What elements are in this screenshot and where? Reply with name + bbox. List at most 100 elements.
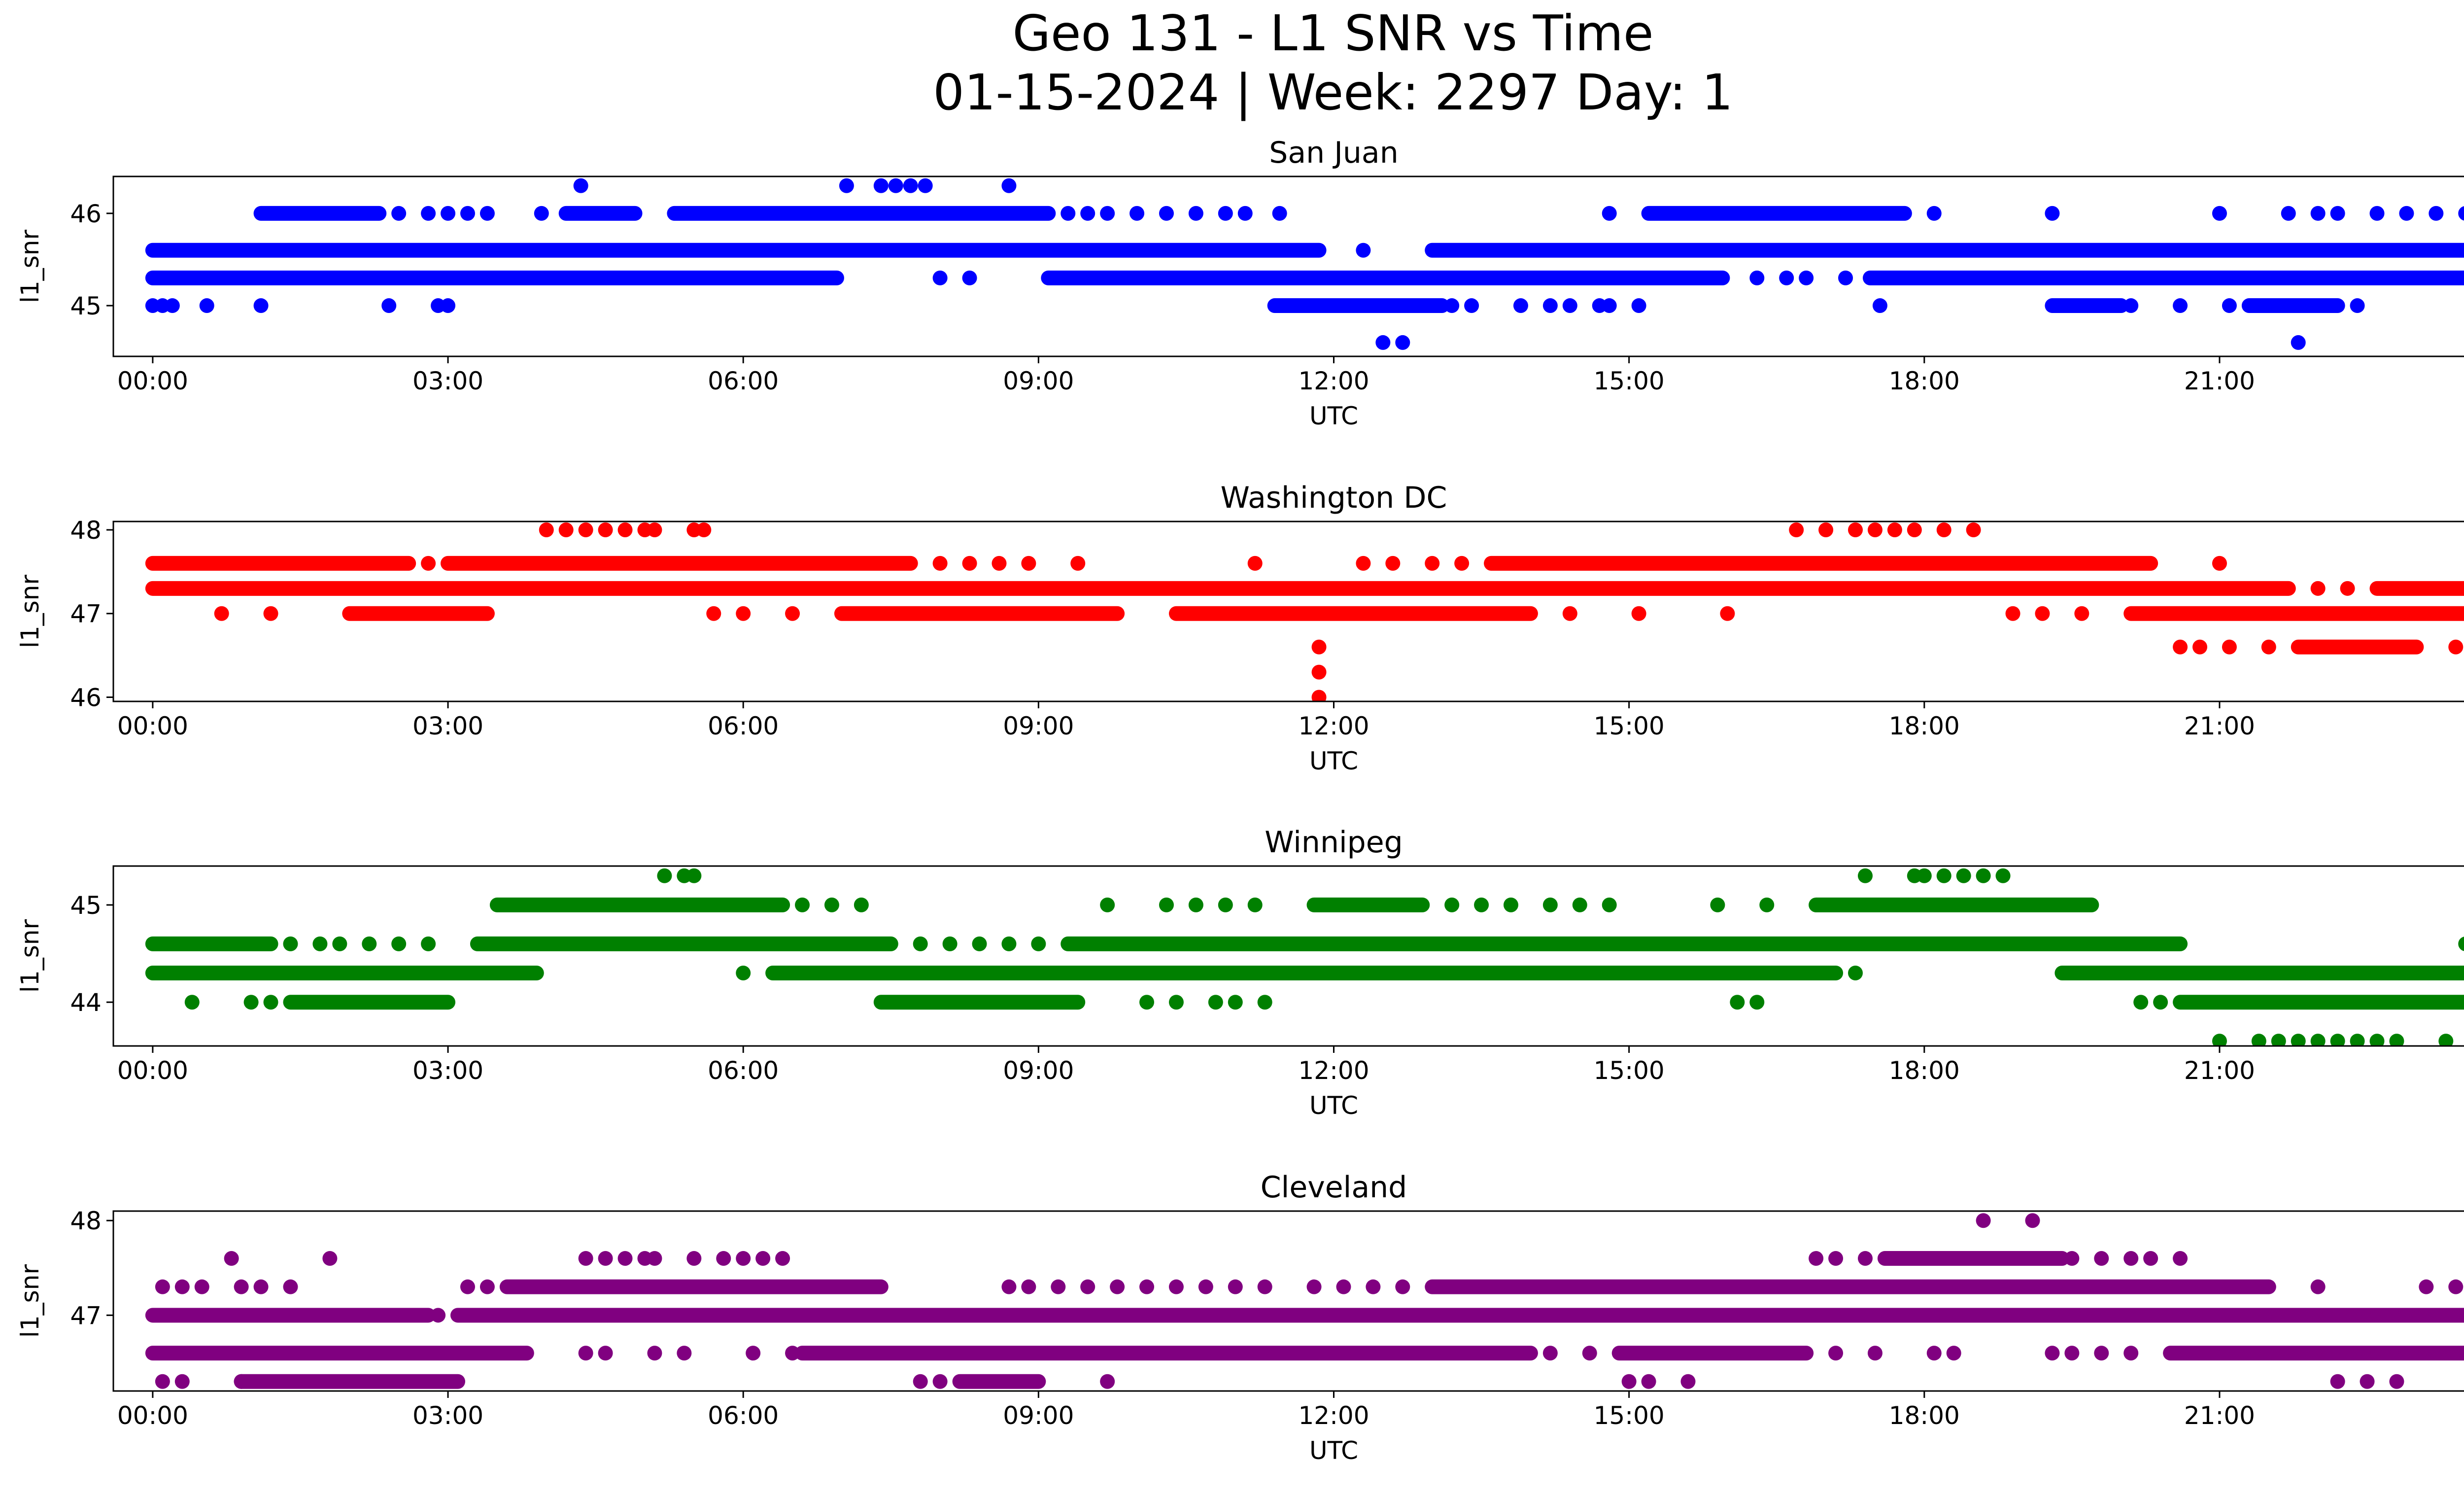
scatter-point (479, 1279, 495, 1294)
scatter-point (2458, 206, 2464, 221)
scatter-point (1061, 206, 1076, 221)
scatter-point (362, 936, 377, 951)
scatter-point (716, 1251, 731, 1266)
scatter-point (2310, 1279, 2326, 1294)
scatter-point (932, 556, 948, 571)
scatter-point (1926, 1346, 1942, 1361)
scatter-point (1444, 298, 1460, 313)
scatter-point (1631, 298, 1646, 313)
scatter-point (1159, 206, 1174, 221)
scatter-point (1946, 1346, 1961, 1361)
scatter-point (888, 178, 903, 193)
scatter-point (706, 606, 721, 621)
scatter-point (2291, 335, 2306, 350)
x-axis-label: UTC (1309, 747, 1358, 775)
y-axis-label: l1_snr (16, 919, 44, 993)
x-tick-label: 09:00 (1003, 712, 1074, 740)
scatter-point (1464, 298, 1479, 313)
scatter-point (1995, 868, 2011, 883)
scatter-point (1503, 897, 1518, 912)
scatter-point (1247, 556, 1263, 571)
scatter-point (839, 178, 854, 193)
scatter-point (913, 1374, 928, 1389)
x-axis-label: UTC (1309, 402, 1358, 430)
scatter-point (1139, 1279, 1155, 1294)
scatter-point (1872, 298, 1887, 313)
scatter-point (283, 1279, 298, 1294)
scatter-point (2310, 581, 2326, 596)
scatter-point (1966, 522, 1981, 537)
scatter-point (174, 1374, 190, 1389)
x-tick-label: 03:00 (412, 1401, 483, 1430)
x-tick-label: 18:00 (1889, 367, 1960, 395)
scatter-point (1385, 556, 1401, 571)
scatter-point (785, 1346, 800, 1361)
scatter-point (391, 206, 407, 221)
scatter-point (421, 936, 436, 951)
scatter-point (2212, 1034, 2227, 1046)
scatter-point (243, 995, 259, 1010)
scatter-point (1562, 298, 1577, 313)
scatter-point (2310, 206, 2326, 221)
scatter-point (1710, 897, 1725, 912)
scatter-point (234, 1279, 249, 1294)
scatter-point (1311, 664, 1327, 680)
scatter-point (1228, 995, 1243, 1010)
scatter-point (647, 1346, 662, 1361)
scatter-point (2281, 206, 2296, 221)
scatter-point (1001, 178, 1017, 193)
scatter-point (1848, 522, 1863, 537)
scatter-point (736, 966, 751, 981)
scatter-point (1306, 1279, 1322, 1294)
scatter-point (1857, 1251, 1873, 1266)
scatter-point (962, 556, 977, 571)
y-tick-label: 46 (70, 684, 102, 712)
x-tick-label: 06:00 (708, 367, 779, 395)
scatter-point (174, 1279, 190, 1294)
x-tick-label: 03:00 (412, 367, 483, 395)
scatter-point (2330, 206, 2345, 221)
scatter-point (2064, 1346, 2080, 1361)
scatter-point (2045, 1346, 2060, 1361)
x-tick-label: 15:00 (1594, 367, 1665, 395)
scatter-point (1168, 1279, 1184, 1294)
scatter-point (165, 298, 180, 313)
y-tick-label: 44 (70, 988, 102, 1017)
scatter-point (2064, 1251, 2080, 1266)
scatter-point (657, 868, 672, 883)
scatter-point (1838, 270, 1853, 285)
scatter-point (421, 556, 436, 571)
scatter-point (1828, 1346, 1844, 1361)
scatter-point (1680, 1374, 1696, 1389)
x-tick-label: 15:00 (1594, 712, 1665, 740)
scatter-point (677, 1346, 692, 1361)
scatter-point (1336, 1279, 1351, 1294)
scatter-points (145, 522, 2464, 701)
y-axis-label: l1_snr (16, 230, 44, 303)
scatter-point (2212, 206, 2227, 221)
scatter-point (421, 206, 436, 221)
scatter-point (263, 995, 278, 1010)
scatter-point (1916, 868, 1932, 883)
scatter-point (234, 1374, 249, 1389)
scatter-point (1730, 995, 1745, 1010)
scatter-point (2222, 639, 2237, 655)
scatter-point (2251, 1034, 2266, 1046)
scatter-point (2310, 1034, 2326, 1046)
scatter-point (1237, 206, 1253, 221)
scatter-point (903, 178, 918, 193)
scatter-point (2369, 206, 2385, 221)
scatter-point (918, 178, 933, 193)
scatter-point (1356, 556, 1371, 571)
scatter-point (1867, 1346, 1882, 1361)
scatter-points (145, 868, 2464, 1046)
scatter-point (1100, 1374, 1115, 1389)
figure-title-line1: Geo 131 - L1 SNR vs Time (1013, 4, 1654, 62)
scatter-point (573, 178, 588, 193)
scatter-point (2153, 995, 2168, 1010)
scatter-point (2173, 298, 2188, 313)
scatter-point (736, 606, 751, 621)
scatter-point (2094, 1346, 2109, 1361)
scatter-point (2143, 1251, 2158, 1266)
scatter-point (2192, 639, 2208, 655)
